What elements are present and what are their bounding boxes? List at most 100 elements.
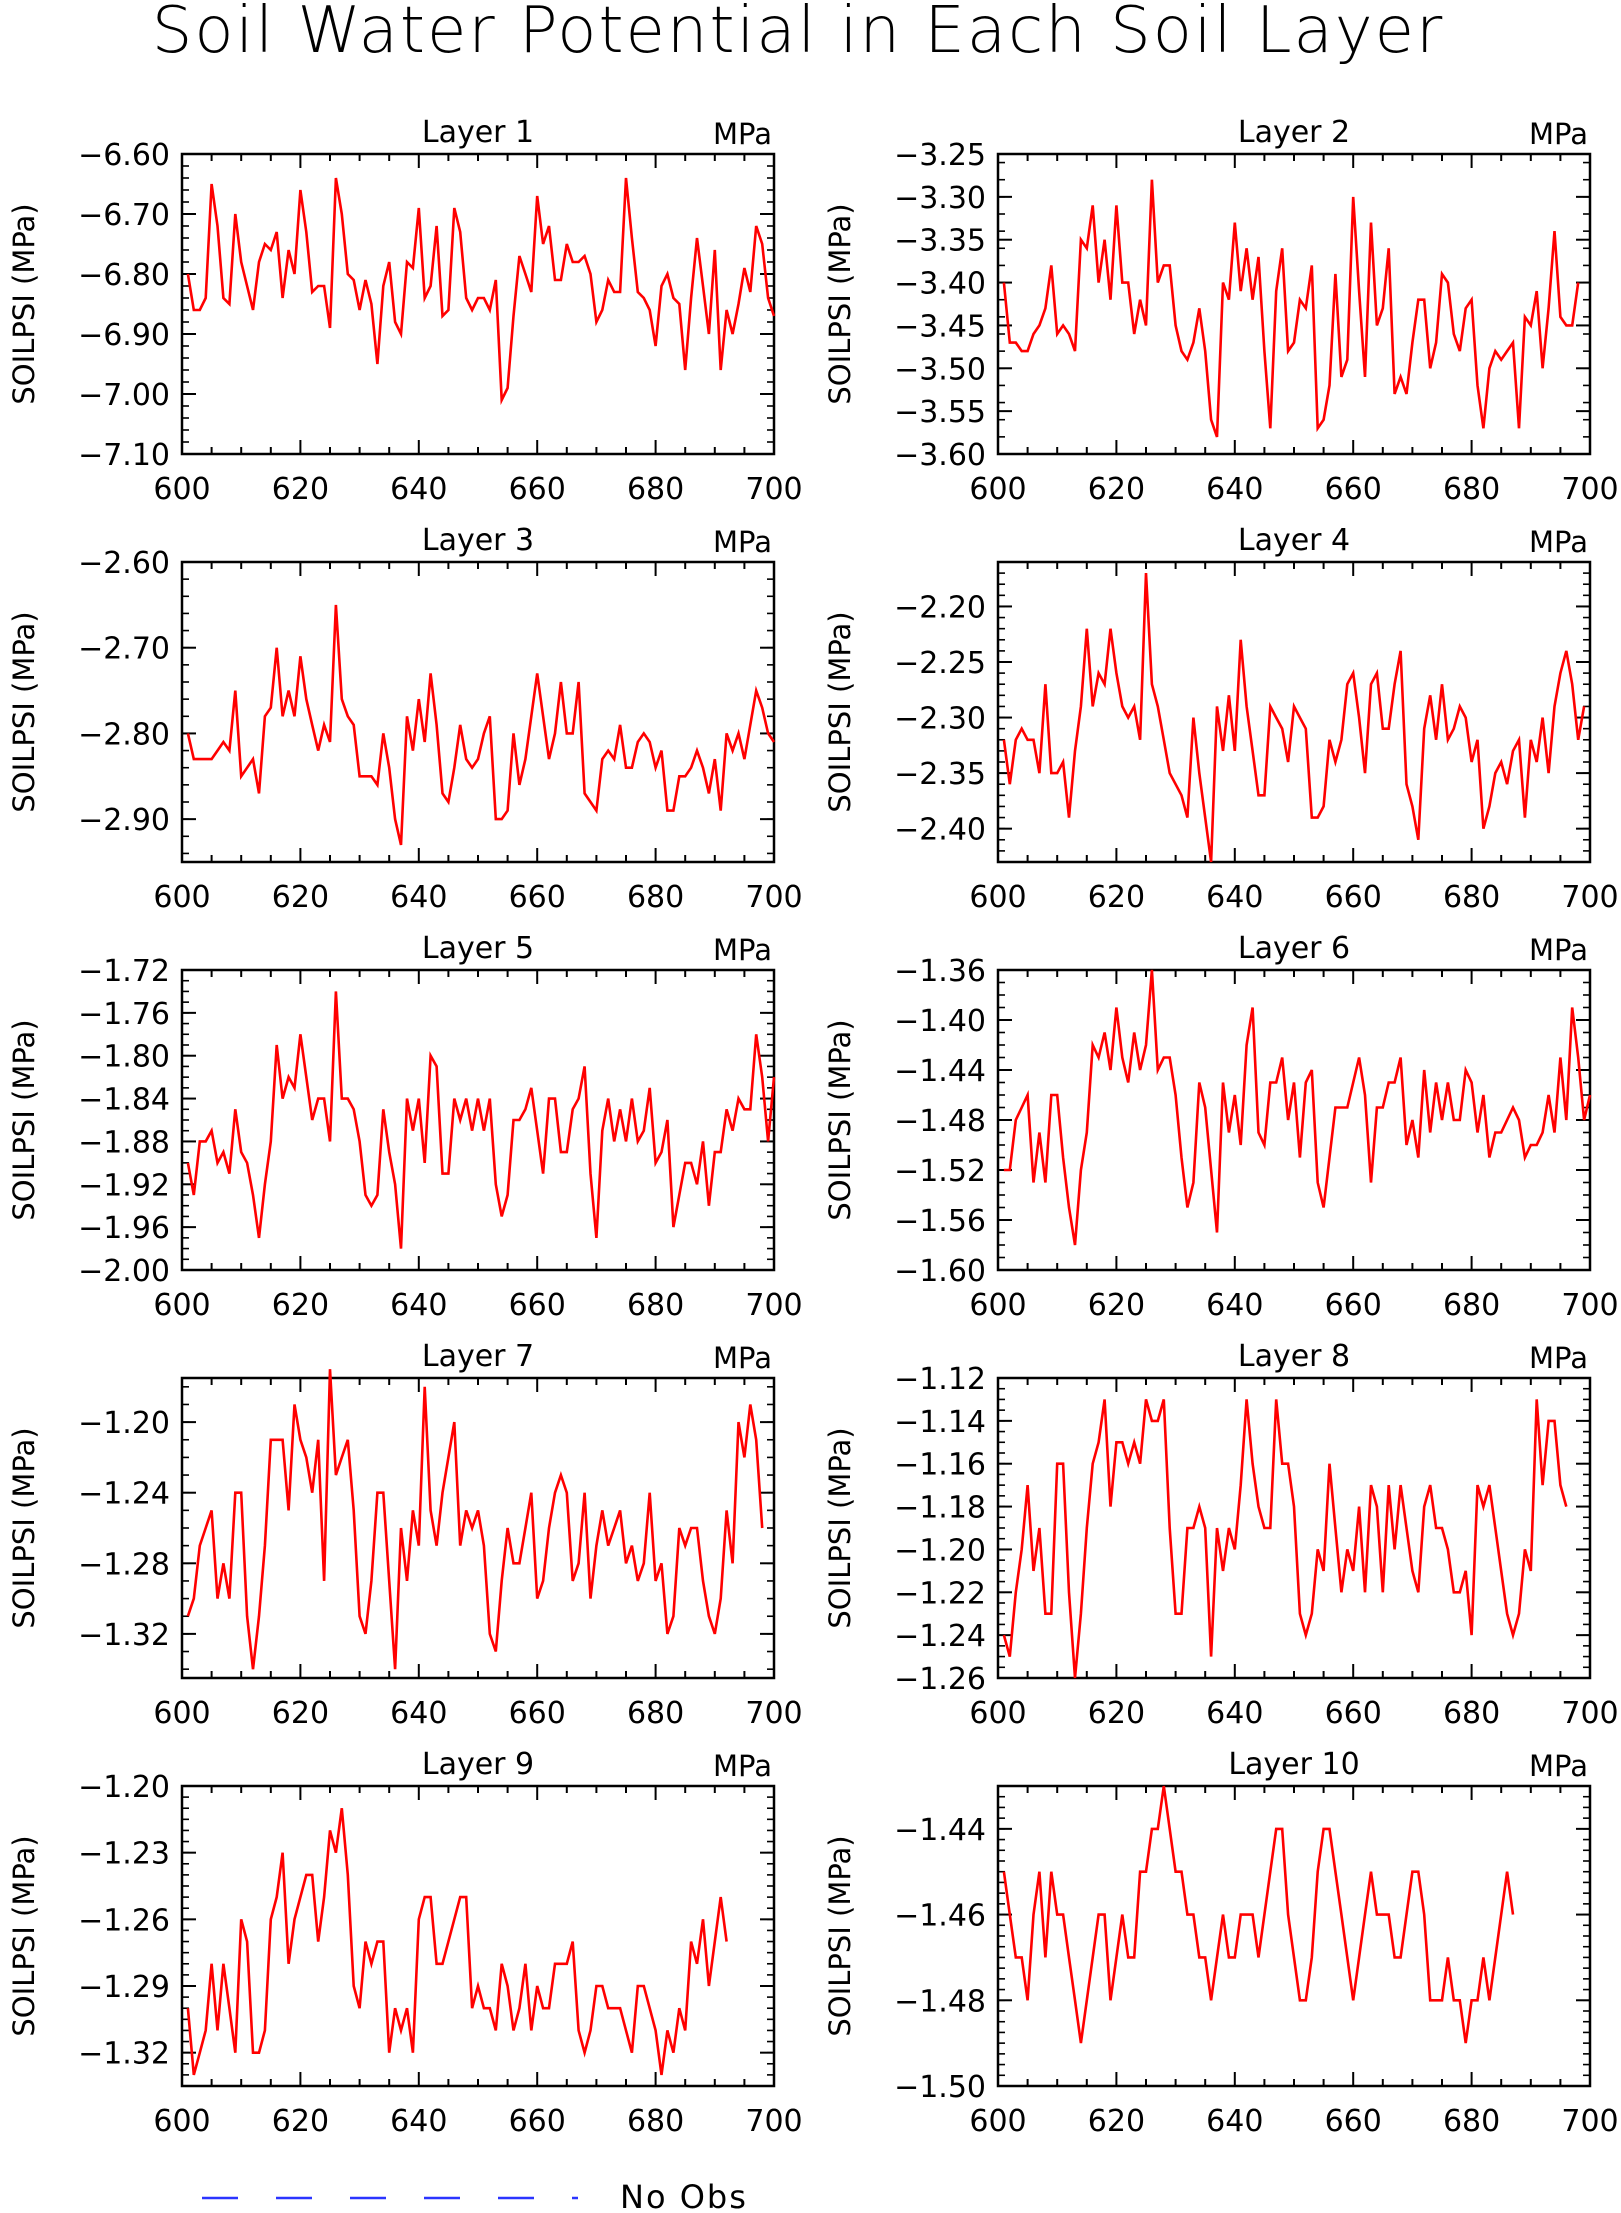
x-tick-label: 660 xyxy=(509,2104,566,2139)
figure-title: Soil Water Potential in Each Soil Layer xyxy=(152,0,1445,68)
y-axis-label: SOILPSI (MPa) xyxy=(823,1835,857,2036)
y-tick-label: −1.44 xyxy=(894,1813,986,1848)
y-tick-label: −1.20 xyxy=(894,1533,986,1568)
y-tick-label: −3.40 xyxy=(894,267,986,302)
x-tick-label: 700 xyxy=(1561,2104,1618,2139)
x-tick-label: 700 xyxy=(1561,1288,1618,1323)
x-tick-label: 640 xyxy=(390,1696,447,1731)
x-tick-label: 620 xyxy=(272,472,329,507)
y-tick-label: −7.10 xyxy=(78,438,170,473)
y-tick-label: −1.40 xyxy=(894,1004,986,1039)
panel-layer-6: 600 620 640 660 680 700 −1.36 −1.40 −1.44 −1.48 −1… xyxy=(823,931,1619,1323)
plot-frame xyxy=(180,560,776,864)
x-tick-label: 640 xyxy=(390,472,447,507)
y-tick-label: −3.50 xyxy=(894,352,986,387)
panel-unit: MPa xyxy=(1529,117,1588,151)
panel-layer-2: 600 620 640 660 680 700 −3.25 −3.30 −3.35 −3.40 −3… xyxy=(823,115,1619,507)
panel-layer-4: 600 620 640 660 680 700 −2.20 −2.25 −2.30 −2.35 −2… xyxy=(823,523,1619,915)
x-tick-label: 620 xyxy=(1088,1696,1145,1731)
series-line xyxy=(1002,573,1586,863)
panel-unit: MPa xyxy=(1529,1749,1588,1783)
x-tick-label: 620 xyxy=(272,1696,329,1731)
panel-title: Layer 6 xyxy=(1238,931,1350,966)
y-tick-label: −6.60 xyxy=(78,138,170,173)
y-tick-label: −2.60 xyxy=(78,546,170,581)
x-tick-label: 640 xyxy=(1206,880,1263,915)
y-tick-label: −1.20 xyxy=(78,1406,170,1441)
y-tick-label: −1.50 xyxy=(894,2070,986,2105)
y-tick-label: −1.32 xyxy=(78,2037,170,2072)
x-tick-label: 660 xyxy=(1325,880,1382,915)
panel-unit: MPa xyxy=(713,1749,772,1783)
x-tick-label: 640 xyxy=(1206,1696,1263,1731)
y-tick-label: −1.92 xyxy=(78,1168,170,1203)
x-tick-label: 620 xyxy=(1088,2104,1145,2139)
y-tick-label: −6.90 xyxy=(78,318,170,353)
y-tick-label: −1.46 xyxy=(894,1899,986,1934)
series-line xyxy=(186,1808,728,2076)
plot-frame xyxy=(180,1376,776,1680)
y-tick-label: −1.12 xyxy=(894,1362,986,1397)
y-tick-label: −3.25 xyxy=(894,138,986,173)
panel-layer-10: 600 620 640 660 680 700 −1.44 −1.46 −1.48 −1.50 La… xyxy=(823,1747,1619,2139)
x-tick-label: 620 xyxy=(1088,1288,1145,1323)
y-tick-label: −1.24 xyxy=(78,1477,170,1512)
x-tick-label: 700 xyxy=(745,472,802,507)
panel-title: Layer 7 xyxy=(422,1339,534,1374)
x-tick-label: 620 xyxy=(1088,472,1145,507)
plot-frame xyxy=(180,152,776,456)
y-tick-label: −3.55 xyxy=(894,395,986,430)
panel-title: Layer 5 xyxy=(422,931,534,966)
x-tick-label: 680 xyxy=(1443,2104,1500,2139)
y-tick-label: −2.90 xyxy=(78,803,170,838)
y-tick-label: −1.52 xyxy=(894,1154,986,1189)
x-tick-label: 640 xyxy=(390,1288,447,1323)
x-tick-label: 700 xyxy=(745,2104,802,2139)
y-tick-label: −2.20 xyxy=(894,590,986,625)
series-line xyxy=(1003,969,1592,1246)
y-tick-label: −1.18 xyxy=(894,1491,986,1526)
y-tick-label: −3.60 xyxy=(894,438,986,473)
y-tick-label: −6.70 xyxy=(78,198,170,233)
x-tick-label: 700 xyxy=(745,880,802,915)
y-tick-label: −2.40 xyxy=(894,813,986,848)
x-tick-label: 660 xyxy=(509,1696,566,1731)
panel-unit: MPa xyxy=(713,525,772,559)
x-tick-label: 640 xyxy=(1206,1288,1263,1323)
y-axis-label: SOILPSI (MPa) xyxy=(7,611,41,812)
y-axis-label: SOILPSI (MPa) xyxy=(7,1019,41,1220)
x-tick-label: 600 xyxy=(969,2104,1026,2139)
panel-unit: MPa xyxy=(1529,933,1588,967)
panel-unit: MPa xyxy=(713,933,772,967)
panels-container: 600 620 640 660 680 700 −6.60 −6.70 −6.80 −6.90 −7… xyxy=(7,115,1619,2139)
panel-title: Layer 3 xyxy=(422,523,534,558)
x-tick-label: 700 xyxy=(1561,880,1618,915)
series-line xyxy=(186,177,776,406)
y-tick-label: −1.26 xyxy=(894,1662,986,1697)
series-line xyxy=(1002,179,1580,438)
y-axis-label: SOILPSI (MPa) xyxy=(823,611,857,812)
y-axis-label: SOILPSI (MPa) xyxy=(823,203,857,404)
x-tick-label: 680 xyxy=(627,1696,684,1731)
x-tick-label: 600 xyxy=(153,2104,210,2139)
y-tick-label: −2.00 xyxy=(78,1254,170,1289)
x-tick-label: 680 xyxy=(627,472,684,507)
x-tick-label: 600 xyxy=(153,1696,210,1731)
panel-unit: MPa xyxy=(713,117,772,151)
y-tick-label: −2.25 xyxy=(894,646,986,681)
y-tick-label: −7.00 xyxy=(78,378,170,413)
x-tick-label: 700 xyxy=(745,1288,802,1323)
y-tick-label: −1.84 xyxy=(78,1083,170,1118)
x-tick-label: 660 xyxy=(1325,1696,1382,1731)
x-tick-label: 680 xyxy=(1443,472,1500,507)
y-tick-label: −1.48 xyxy=(894,1984,986,2019)
plot-frame xyxy=(996,152,1592,456)
x-tick-label: 600 xyxy=(153,472,210,507)
x-tick-label: 660 xyxy=(509,880,566,915)
y-axis-label: SOILPSI (MPa) xyxy=(7,1835,41,2036)
x-tick-label: 660 xyxy=(509,472,566,507)
x-tick-label: 600 xyxy=(969,472,1026,507)
x-tick-label: 600 xyxy=(969,1696,1026,1731)
legend: No Obs xyxy=(202,2178,746,2213)
y-tick-label: −1.29 xyxy=(78,1970,170,2005)
